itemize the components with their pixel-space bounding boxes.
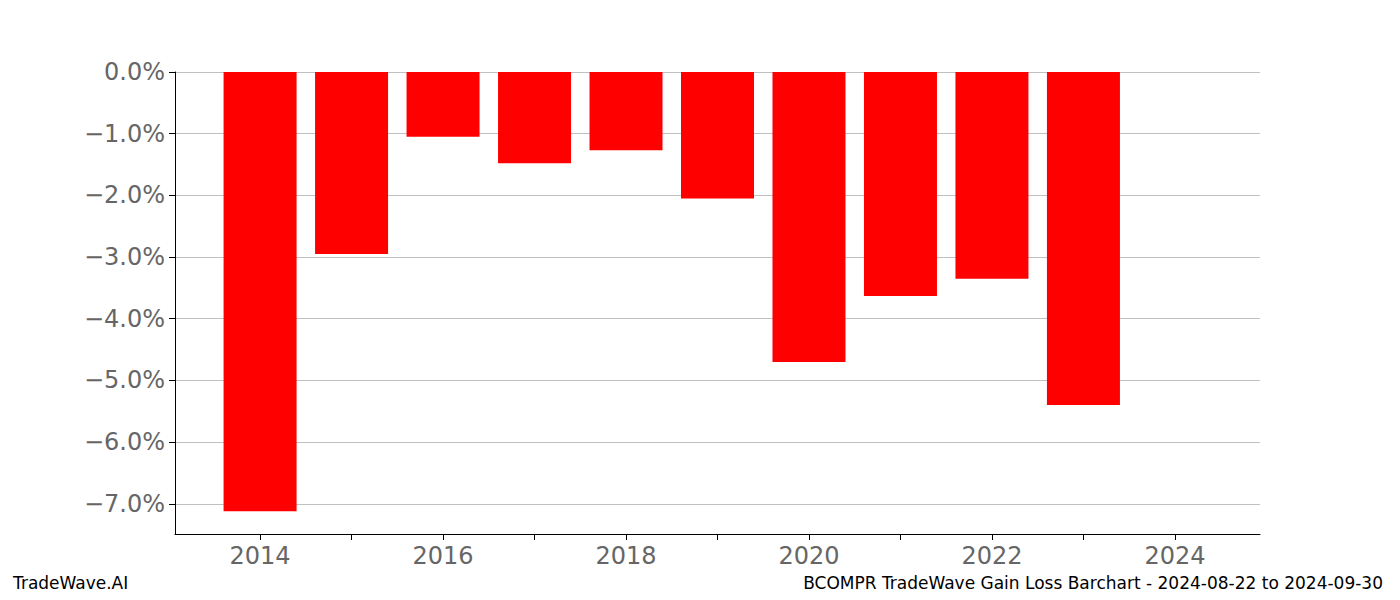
svg-text:−5.0%: −5.0% <box>84 366 165 394</box>
svg-text:0.0%: 0.0% <box>104 58 165 86</box>
svg-text:TradeWave.AI: TradeWave.AI <box>12 573 128 593</box>
svg-text:−3.0%: −3.0% <box>84 243 165 271</box>
svg-text:−6.0%: −6.0% <box>84 428 165 456</box>
svg-text:2014: 2014 <box>230 542 291 570</box>
svg-text:−2.0%: −2.0% <box>84 181 165 209</box>
svg-text:2016: 2016 <box>413 542 474 570</box>
svg-text:2022: 2022 <box>961 542 1022 570</box>
svg-text:−4.0%: −4.0% <box>84 305 165 333</box>
svg-text:−1.0%: −1.0% <box>84 120 165 148</box>
svg-text:2018: 2018 <box>595 542 656 570</box>
svg-text:BCOMPR TradeWave Gain Loss Bar: BCOMPR TradeWave Gain Loss Barchart - 20… <box>803 573 1383 593</box>
svg-text:−7.0%: −7.0% <box>84 490 165 518</box>
svg-text:2024: 2024 <box>1144 542 1205 570</box>
svg-text:2020: 2020 <box>778 542 839 570</box>
